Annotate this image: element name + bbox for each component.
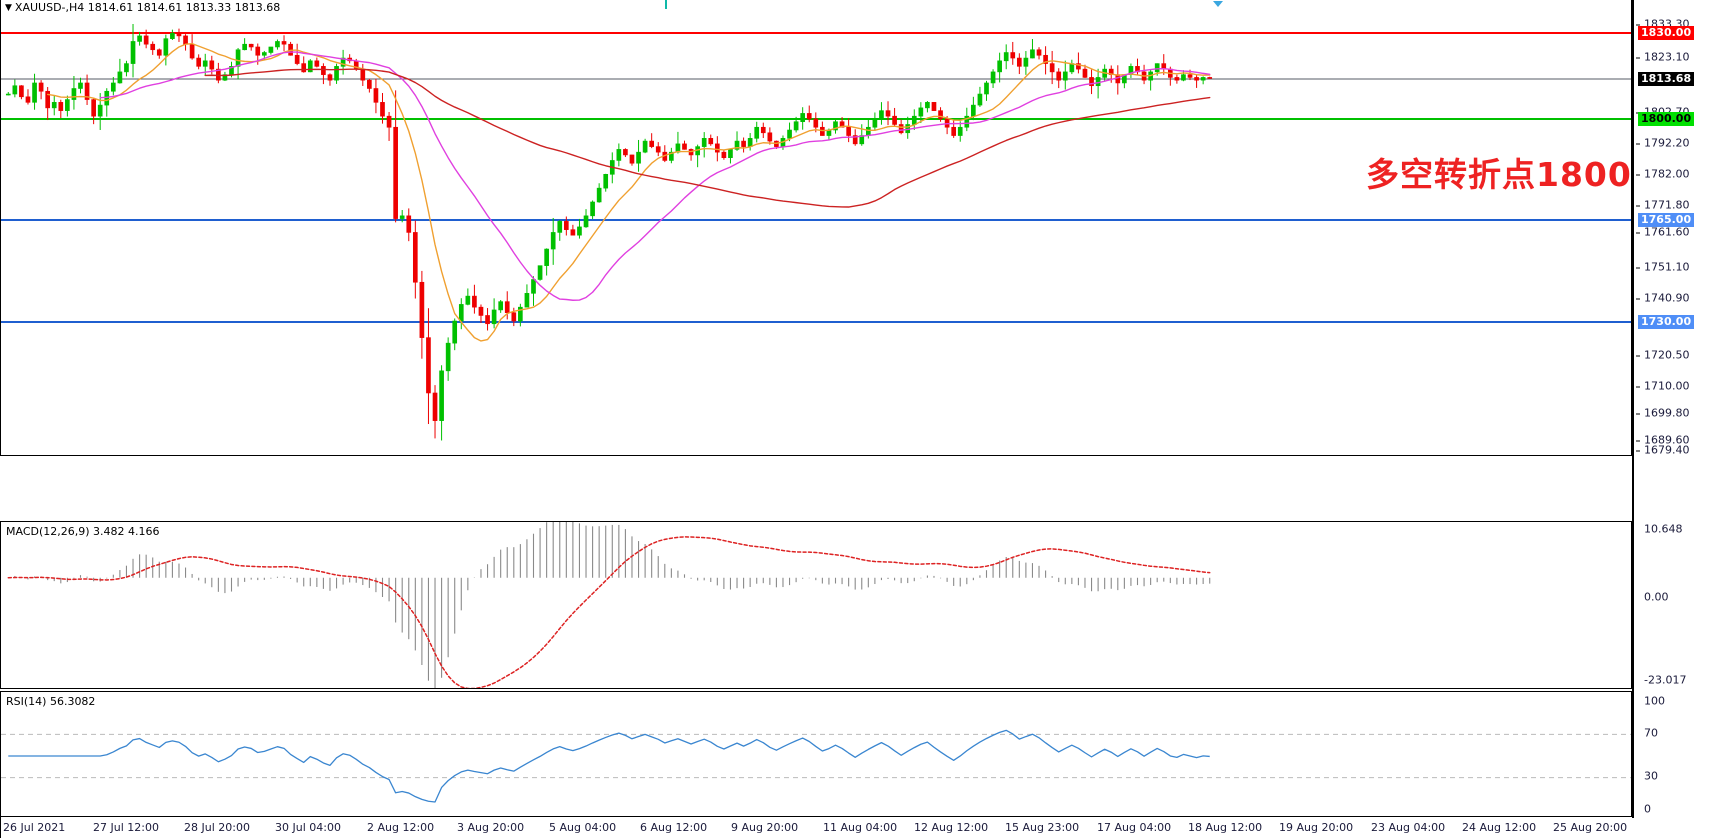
rsi-label: RSI(14) 56.3082 [6, 695, 96, 708]
time-axis-tick: 24 Aug 12:00 [1462, 821, 1537, 834]
axis-tickmark [1636, 355, 1640, 356]
price-axis-tick: 1823.10 [1636, 51, 1690, 64]
price-axis-tick: 1740.90 [1636, 292, 1690, 305]
axis-tickmark [1636, 440, 1640, 441]
time-axis-tick: 27 Jul 12:00 [93, 821, 159, 834]
macd-series-layer [7, 522, 1211, 688]
time-axis-tick: 12 Aug 12:00 [914, 821, 989, 834]
price-level-badge: 1730.00 [1638, 315, 1695, 329]
axis-tickmark [1636, 232, 1640, 233]
time-axis-tick: 3 Aug 20:00 [457, 821, 525, 834]
macd-signal-line [7, 536, 1211, 688]
macd-panel[interactable]: MACD(12,26,9) 3.482 4.166 [0, 521, 1632, 689]
price-level-badge: 1765.00 [1638, 213, 1695, 227]
axis-tickmark [1636, 413, 1640, 414]
price-series-layer [1, 24, 1631, 441]
rsi-axis-tick: 100 [1644, 694, 1665, 708]
macd-axis-tick: 0.00 [1644, 590, 1669, 604]
price-axis-tick: 1699.80 [1636, 407, 1690, 420]
axis-tickmark [1636, 267, 1640, 268]
price-axis-tick: 1782.00 [1636, 168, 1690, 181]
axis-tickmark [1636, 298, 1640, 299]
time-scale-axis[interactable]: 26 Jul 2021 27 Jul 12:00 28 Jul 20:00 30 Ju… [0, 817, 1632, 838]
annotation-pivot-1800: 多空转折点1800 [1366, 155, 1632, 194]
rsi-axis-tick: 70 [1644, 726, 1658, 740]
price-axis-tick: 1761.60 [1636, 226, 1690, 239]
axis-tickmark [1636, 386, 1640, 387]
ma-line-fast-orange [46, 42, 1211, 342]
time-axis-tick: 11 Aug 04:00 [823, 821, 898, 834]
ma-line-mid-magenta [99, 51, 1211, 301]
price-axis-tick: 1710.00 [1636, 380, 1690, 393]
axis-tickmark [1636, 143, 1640, 144]
rsi-series-layer [1, 729, 1631, 803]
macd-axis-tick: 10.648 [1644, 522, 1683, 536]
time-axis-tick: 30 Jul 04:00 [275, 821, 341, 834]
price-axis-tick: 1751.10 [1636, 261, 1690, 274]
macd-label: MACD(12,26,9) 3.482 4.166 [6, 525, 160, 538]
time-axis-tick: 2 Aug 12:00 [367, 821, 435, 834]
rsi-plot-area[interactable] [1, 692, 1631, 816]
axis-tickmark [1636, 57, 1640, 58]
time-axis-tick: 25 Aug 20:00 [1553, 821, 1628, 834]
price-axis-tick: 1679.40 [1636, 444, 1690, 457]
price-axis-tick: 1689.60 [1636, 434, 1690, 447]
rsi-line [8, 729, 1210, 803]
time-axis-tick: 23 Aug 04:00 [1371, 821, 1446, 834]
price-level-badge: 1800.00 [1638, 112, 1695, 126]
price-axis-tick: 1792.20 [1636, 137, 1690, 150]
rsi-axis-tick: 0 [1644, 802, 1651, 816]
time-axis-tick: 15 Aug 23:00 [1005, 821, 1080, 834]
time-axis-tick: 5 Aug 04:00 [549, 821, 617, 834]
price-axis-tick: 1720.50 [1636, 349, 1690, 362]
time-axis-tick: 26 Jul 2021 [3, 821, 66, 834]
price-level-badge: 1813.68 [1638, 72, 1695, 86]
price-level-badge: 1830.00 [1638, 26, 1695, 40]
symbol-ohlc-text: XAUUSD-,H4 1814.61 1814.61 1813.33 1813.… [14, 1, 281, 14]
macd-histogram [14, 522, 1211, 688]
rsi-axis-tick: 30 [1644, 769, 1658, 783]
macd-plot-area[interactable] [1, 522, 1631, 688]
crosshair-tick-marker [665, 0, 667, 9]
time-axis-tick: 28 Jul 20:00 [184, 821, 250, 834]
axis-tickmark [1636, 450, 1640, 451]
time-axis-tick: 19 Aug 20:00 [1279, 821, 1354, 834]
macd-axis-tick: -23.017 [1644, 673, 1687, 687]
price-plot-area[interactable] [1, 0, 1631, 455]
price-chart-panel[interactable] [0, 0, 1632, 456]
ma-line-slow-red [204, 68, 1211, 208]
axis-tickmark [1636, 174, 1640, 175]
rsi-panel[interactable]: RSI(14) 56.3082 [0, 691, 1632, 817]
price-axis-tick: 1771.80 [1636, 199, 1690, 212]
chevron-down-icon[interactable]: ▼ [5, 3, 12, 13]
time-axis-tick: 9 Aug 20:00 [731, 821, 799, 834]
chart-header: ▼ XAUUSD-,H4 1814.61 1814.61 1813.33 1813… [5, 1, 280, 14]
time-axis-tick: 6 Aug 12:00 [640, 821, 708, 834]
candlestick-series [5, 24, 1213, 441]
axis-tickmark [1636, 205, 1640, 206]
price-scale-axis[interactable]: 1833.301823.101802.701792.201782.001771.… [1632, 0, 1729, 818]
axis-tickmark [1636, 24, 1640, 25]
time-axis-tick: 18 Aug 12:00 [1188, 821, 1263, 834]
time-axis-tick: 17 Aug 04:00 [1097, 821, 1172, 834]
scroll-caret-icon[interactable] [1213, 1, 1223, 7]
